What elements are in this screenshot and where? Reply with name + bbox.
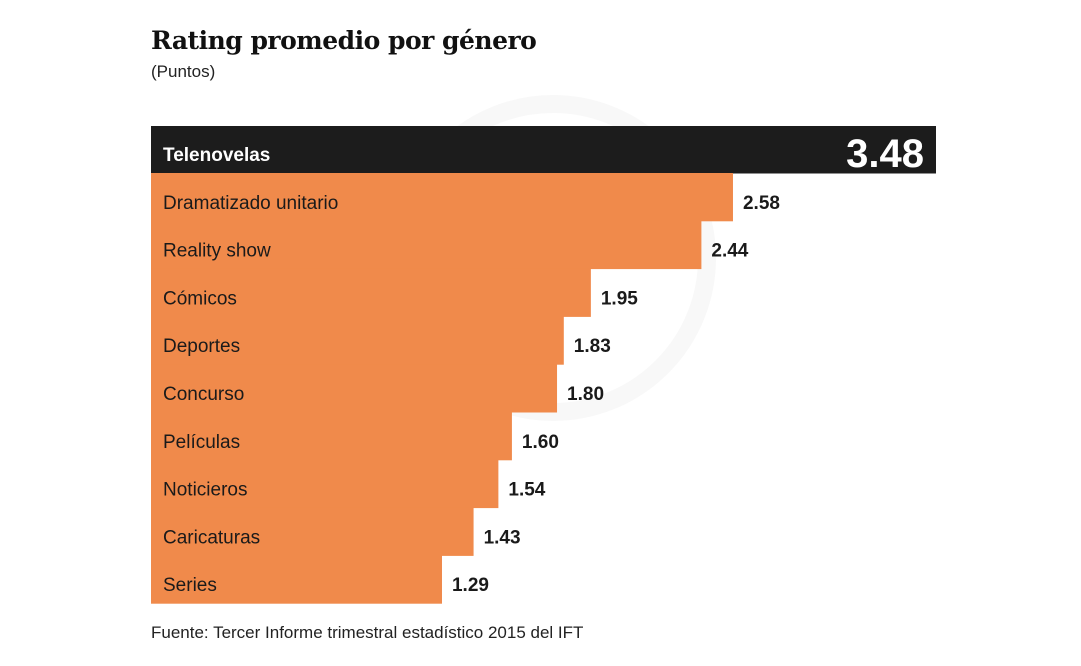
bar xyxy=(151,459,499,509)
bar xyxy=(151,126,936,174)
category-label: Dramatizado unitario xyxy=(163,193,338,214)
bar xyxy=(151,412,512,461)
bar xyxy=(151,220,702,270)
value-label: 2.58 xyxy=(743,193,780,214)
bar xyxy=(151,173,733,222)
category-label: Películas xyxy=(163,432,240,453)
bar xyxy=(151,268,591,317)
value-label: 1.29 xyxy=(452,575,489,596)
value-label: 1.43 xyxy=(484,527,521,548)
value-label: 2.44 xyxy=(711,241,748,262)
category-label: Reality show xyxy=(163,241,271,262)
category-label: Noticieros xyxy=(163,480,247,501)
category-label: Caricaturas xyxy=(163,527,260,548)
chart-subtitle: (Puntos) xyxy=(151,62,216,81)
bar xyxy=(151,555,442,604)
category-label: Telenovelas xyxy=(163,145,270,166)
bar xyxy=(151,507,474,556)
source-note: Fuente: Tercer Informe trimestral estadí… xyxy=(151,623,584,642)
chart-title: Rating promedio por género xyxy=(151,26,537,55)
category-label: Series xyxy=(163,575,217,596)
value-label: 3.48 xyxy=(846,132,924,176)
value-label: 1.54 xyxy=(508,480,545,501)
value-label: 1.95 xyxy=(601,288,638,309)
bar xyxy=(151,364,558,413)
category-label: Deportes xyxy=(163,336,240,357)
value-label: 1.83 xyxy=(574,336,611,357)
category-label: Cómicos xyxy=(163,288,237,309)
value-label: 1.80 xyxy=(567,384,604,405)
bar xyxy=(151,316,564,365)
category-label: Concurso xyxy=(163,384,244,405)
value-label: 1.60 xyxy=(522,432,559,453)
